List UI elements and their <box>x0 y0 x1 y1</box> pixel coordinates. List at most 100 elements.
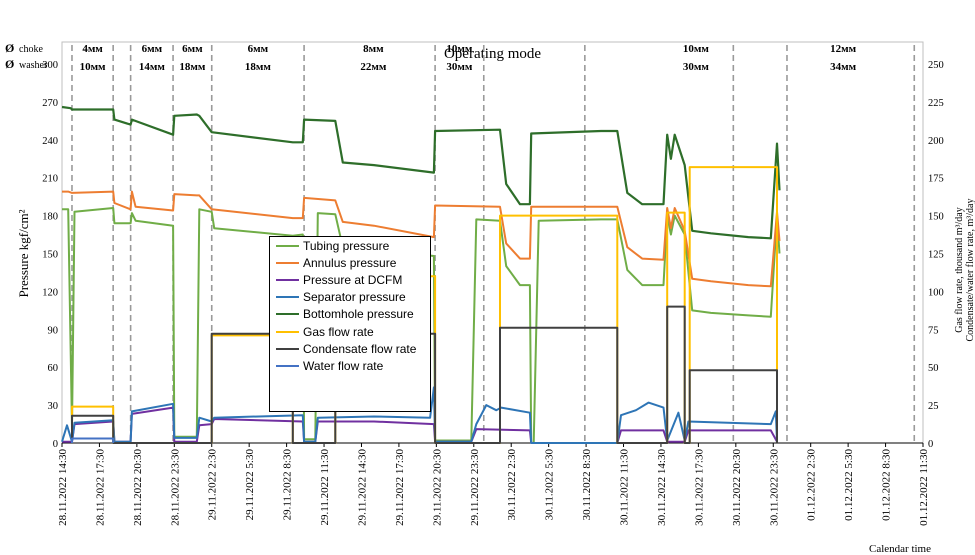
x-axis-title: Calendar time <box>869 543 931 555</box>
y-left-tick-label: 210 <box>42 174 58 185</box>
x-tick-label: 30.11.2022 2:30 <box>506 449 518 521</box>
series-line-pressure-at-dcfm <box>62 406 778 444</box>
choke-label: choke <box>19 44 43 55</box>
legend-label: Separator pressure <box>303 290 406 305</box>
y-right-tick-label: 25 <box>928 401 939 412</box>
legend-item: Water flow rate <box>270 357 430 374</box>
x-tick-label: 29.11.2022 11:30 <box>319 449 331 526</box>
y-left-tick-label: 240 <box>42 136 58 147</box>
legend-label: Water flow rate <box>303 358 384 373</box>
legend-label: Gas flow rate <box>303 324 374 339</box>
legend-label: Annulus pressure <box>303 255 397 270</box>
y-left-tick-label: 90 <box>48 325 59 336</box>
chart-legend: Tubing pressure Annulus pressure Pressure … <box>269 236 431 412</box>
y-right-tick-label: 175 <box>928 174 944 185</box>
legend-item: Separator pressure <box>270 289 430 306</box>
series-line-condensate-flow-rate <box>71 305 778 444</box>
x-tick-label: 30.11.2022 5:30 <box>544 449 556 521</box>
y-left-tick-label: 300 <box>42 60 58 71</box>
mode-choke-label: 4мм <box>82 43 103 55</box>
legend-item: Tubing pressure <box>270 237 430 254</box>
mode-washer-label: 34мм <box>830 61 856 73</box>
y-right-tick-label: 75 <box>928 325 939 336</box>
y-right-tick-label: 125 <box>928 250 944 261</box>
y-right-tick-label: 150 <box>928 212 944 223</box>
mode-choke-label: 10мм <box>446 43 472 55</box>
mode-washer-label: 18мм <box>179 61 205 73</box>
y-left-tick-label: 30 <box>48 401 59 412</box>
mode-washer-label: 30мм <box>446 61 472 73</box>
x-tick-label: 30.11.2022 23:30 <box>768 449 780 526</box>
legend-label: Condensate flow rate <box>303 341 417 356</box>
series-line-separator-pressure <box>61 386 778 444</box>
series-line-annulus-pressure <box>62 190 781 288</box>
x-tick-label: 29.11.2022 8:30 <box>282 449 294 521</box>
mode-washer-label: 22мм <box>360 61 386 73</box>
mode-choke-label: 8мм <box>363 43 384 55</box>
mode-choke-label: 6мм <box>248 43 269 55</box>
mode-choke-label: 12мм <box>830 43 856 55</box>
choke-symbol: Ø <box>5 41 14 55</box>
mode-washer-label: 30мм <box>683 61 709 73</box>
legend-swatch <box>276 313 299 316</box>
washer-symbol: Ø <box>5 57 14 71</box>
legend-swatch <box>276 330 299 333</box>
legend-label: Bottomhole pressure <box>303 307 414 322</box>
x-tick-label: 29.11.2022 5:30 <box>244 449 256 521</box>
x-tick-label: 29.11.2022 17:30 <box>394 449 406 526</box>
x-tick-label: 29.11.2022 14:30 <box>356 449 368 526</box>
x-tick-label: 28.11.2022 17:30 <box>94 449 106 526</box>
x-tick-label: 30.11.2022 20:30 <box>731 449 743 526</box>
x-tick-label: 29.11.2022 2:30 <box>207 449 219 521</box>
legend-item: Pressure at DCFM <box>270 271 430 288</box>
y-right-axis-title-1: Gas flow rate, thousand m³/day <box>954 207 965 332</box>
mode-washer-label: 14мм <box>139 61 165 73</box>
legend-swatch <box>276 244 299 247</box>
washer-label: washer <box>19 60 48 71</box>
x-tick-label: 01.12.2022 11:30 <box>918 449 930 526</box>
y-right-axis-title-2: Condensate/water flow rate, m³/day <box>965 199 975 342</box>
chart-title: Operating mode <box>444 46 541 62</box>
y-right-tick-label: 225 <box>928 98 944 109</box>
x-tick-label: 30.11.2022 8:30 <box>581 449 593 521</box>
legend-item: Annulus pressure <box>270 254 430 271</box>
series-line-water-flow-rate <box>71 437 115 443</box>
y-right-tick-label: 50 <box>928 363 939 374</box>
legend-swatch <box>276 278 299 281</box>
mode-washer-label: 10мм <box>80 61 106 73</box>
x-tick-label: 28.11.2022 20:30 <box>132 449 144 526</box>
mode-choke-label: 6мм <box>142 43 163 55</box>
mode-choke-label: 6мм <box>182 43 203 55</box>
legend-swatch <box>276 347 299 350</box>
plot-frame <box>61 41 924 444</box>
y-left-tick-label: 120 <box>42 287 58 298</box>
legend-item: Bottomhole pressure <box>270 306 430 323</box>
x-tick-label: 29.11.2022 23:30 <box>469 449 481 526</box>
legend-label: Pressure at DCFM <box>303 272 403 287</box>
y-left-tick-label: 60 <box>48 363 59 374</box>
legend-label: Tubing pressure <box>303 238 390 253</box>
y-right-tick-label: 250 <box>928 60 944 71</box>
legend-swatch <box>276 261 299 264</box>
x-tick-label: 29.11.2022 20:30 <box>431 449 443 526</box>
x-tick-label: 01.12.2022 5:30 <box>843 449 855 521</box>
y-left-tick-label: 0 <box>53 439 58 450</box>
y-right-tick-label: 200 <box>928 136 944 147</box>
x-tick-label: 01.12.2022 8:30 <box>881 449 893 521</box>
x-tick-label: 28.11.2022 14:30 <box>57 449 69 526</box>
x-tick-label: 01.12.2022 2:30 <box>806 449 818 521</box>
mode-choke-label: 10мм <box>683 43 709 55</box>
y-left-axis-title: Pressure kgf/cm² <box>16 209 31 297</box>
y-left-tick-label: 270 <box>42 98 58 109</box>
series-line-bottomhole-pressure <box>61 105 781 240</box>
y-left-tick-label: 150 <box>42 250 58 261</box>
y-right-tick-label: 100 <box>928 287 944 298</box>
legend-item: Gas flow rate <box>270 323 430 340</box>
y-right-tick-label: 0 <box>928 439 933 450</box>
x-tick-label: 30.11.2022 11:30 <box>619 449 631 526</box>
x-tick-label: 28.11.2022 23:30 <box>169 449 181 526</box>
legend-swatch <box>276 364 299 367</box>
legend-swatch <box>276 296 299 299</box>
x-tick-label: 30.11.2022 14:30 <box>656 449 668 526</box>
